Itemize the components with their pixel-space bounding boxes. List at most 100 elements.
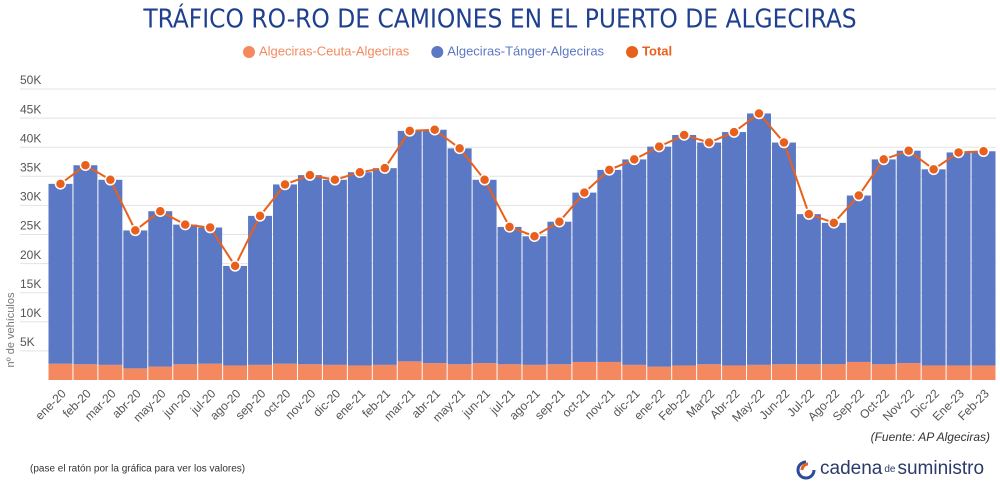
x-tick-label: ene-20 (33, 386, 70, 423)
y-tick-label: 30K (20, 190, 41, 204)
total-point (653, 140, 665, 153)
bar-segment (547, 221, 572, 365)
note: (pase el ratón por la gráfica para ver l… (30, 464, 245, 475)
total-point (329, 174, 341, 186)
total-point (403, 125, 416, 137)
legend-marker (626, 46, 639, 58)
bar-segment (971, 151, 996, 366)
bar-segment (846, 195, 871, 362)
bar-segment (871, 159, 896, 365)
total-point (728, 126, 740, 138)
total-point (279, 178, 291, 191)
total-point (104, 174, 117, 186)
bar-segment (48, 363, 73, 380)
bar-segment (747, 113, 771, 365)
logo-icon (796, 460, 816, 480)
bar-segment (572, 192, 597, 362)
bar-segment (223, 265, 248, 366)
total-point (877, 153, 890, 166)
legend-marker (431, 46, 444, 58)
bar-segment (48, 183, 73, 364)
total-point (79, 159, 92, 171)
total-point (853, 189, 865, 202)
bar-segment (322, 179, 347, 365)
bar-segment (347, 172, 372, 366)
y-axis-title: nº de vehículos (5, 292, 17, 367)
total-point (828, 217, 840, 229)
bar-segment (796, 364, 821, 380)
bar-segment (647, 366, 672, 380)
total-point (179, 218, 191, 231)
bar-segment (148, 211, 173, 367)
bar-segment (173, 364, 198, 380)
bar-segment (73, 364, 98, 380)
bar-segment (921, 169, 946, 366)
bar-segment (672, 365, 697, 380)
bar-segment (572, 361, 597, 380)
logo-text: cadena de suministro (820, 458, 984, 479)
y-tick-label: 40K (20, 131, 41, 145)
bar-segment (522, 364, 547, 380)
bar-segment (397, 361, 422, 380)
bar-segment (148, 366, 173, 380)
bar-segment (871, 364, 896, 380)
y-tick-label: 5K (20, 335, 35, 349)
bar-segment (98, 179, 123, 365)
total-point (952, 146, 965, 159)
bar-segment (273, 184, 297, 364)
bar-segment (946, 365, 971, 380)
legend-label[interactable]: Algeciras-Tánger-Algeciras (447, 43, 604, 58)
total-point (778, 136, 790, 149)
bar-segment (647, 146, 672, 367)
x-tick-label: jun-21 (459, 386, 493, 420)
y-tick-label: 45K (20, 102, 41, 116)
logo-icon (800, 462, 809, 471)
total-point (528, 230, 541, 242)
y-tick-label: 15K (20, 277, 41, 291)
bar-segment (198, 227, 223, 364)
bar-segment (597, 361, 622, 380)
total-point (703, 136, 715, 149)
total-point (304, 169, 316, 181)
bar-segment (821, 364, 846, 380)
total-point (453, 142, 466, 155)
legend-label[interactable]: Total (642, 43, 672, 58)
bar-segment (821, 222, 846, 365)
total-point (154, 205, 167, 217)
bar-segment (98, 364, 123, 380)
total-point (354, 166, 366, 178)
bar-segment (447, 148, 472, 365)
source: (Fuente: AP Algeciras) (871, 430, 990, 444)
bar-segment (372, 168, 397, 365)
bar-segment (497, 226, 522, 365)
total-point (204, 221, 216, 234)
bar-segment (123, 368, 148, 380)
bar-segment (123, 230, 148, 369)
bar-segment (946, 152, 971, 366)
bar-segment (223, 365, 248, 380)
total-point (603, 164, 616, 176)
bar-segment (173, 224, 198, 365)
total-point (977, 145, 990, 158)
legend-label[interactable]: Algeciras-Ceuta-Algeciras (259, 43, 410, 58)
total-point (902, 144, 915, 157)
bar-segment (896, 363, 921, 380)
bar-segment (422, 129, 447, 364)
bar-segment (522, 236, 547, 365)
bar-segment (422, 363, 447, 380)
total-point (927, 163, 940, 176)
bar-segment (248, 215, 273, 365)
total-point (678, 129, 690, 141)
y-tick-label: 50K (20, 73, 41, 87)
bar-segment (447, 364, 472, 380)
bar-segment (297, 364, 322, 380)
total-point (129, 224, 142, 237)
total-point (428, 123, 441, 136)
bar-segment (472, 179, 497, 364)
chart-title: TRÁFICO RO-RO DE CAMIONES EN EL PUERTO D… (142, 3, 856, 35)
bar-segment (672, 134, 697, 366)
y-tick-label: 10K (20, 306, 41, 320)
bar-segment (697, 364, 722, 380)
bar-segment (597, 169, 622, 362)
